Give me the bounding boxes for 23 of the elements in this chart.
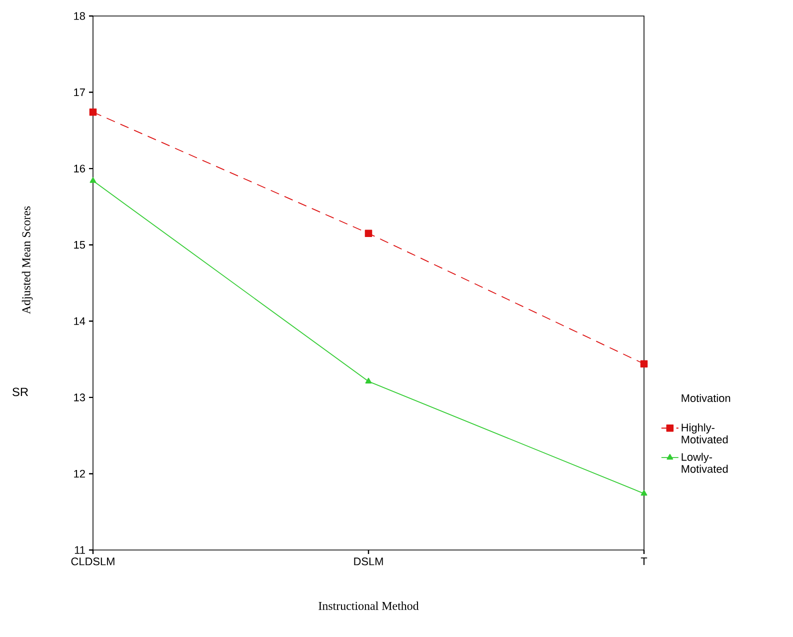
y-tick-label: 11 <box>74 546 85 554</box>
point <box>640 490 648 496</box>
y-tick-label: 18 <box>74 12 85 20</box>
y-tick-label: 17 <box>74 88 85 96</box>
point <box>365 378 372 384</box>
legend-title: Motivation <box>682 394 730 402</box>
legend-label: Lowly-Motivated <box>682 452 728 473</box>
y-tick-label: 12 <box>74 470 85 478</box>
x-axis-title: Instructional Method <box>318 602 419 610</box>
legend-label: Highly-Motivated <box>682 423 728 444</box>
y-tick-label: 16 <box>74 164 85 172</box>
text: SR <box>12 388 28 396</box>
y-tick-label: 13 <box>74 394 85 402</box>
y-tick-label: 14 <box>74 317 86 325</box>
x-tick-label: CLDSLM <box>71 558 114 566</box>
point <box>89 108 97 116</box>
point <box>90 177 96 183</box>
point <box>364 230 372 238</box>
y-tick-label: 15 <box>74 241 86 249</box>
y-axis-title: Adjusted Mean Scores <box>22 206 33 314</box>
x-tick-label: T <box>640 558 648 566</box>
x-tick-label: DSLM <box>354 558 383 566</box>
point <box>640 360 648 368</box>
